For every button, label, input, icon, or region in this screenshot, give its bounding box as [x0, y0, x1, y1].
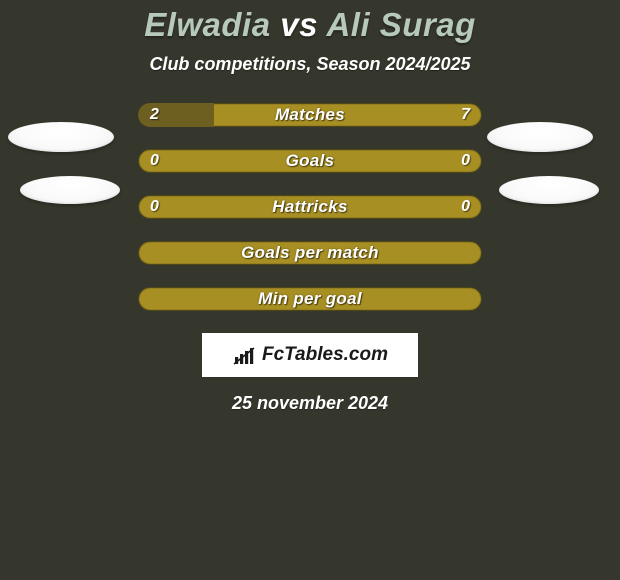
title-vs: vs	[280, 6, 318, 43]
player-right-name: Ali Surag	[326, 6, 475, 43]
stat-row: Hattricks0 0	[138, 195, 482, 219]
stat-rows: Matches27Goals00Hattricks00Goals per mat…	[138, 103, 482, 311]
stat-value-right: 0	[449, 149, 482, 173]
stat-value-right: 7	[449, 103, 482, 127]
source-logo-box: FcTables.com	[202, 333, 418, 377]
stats-stage: Matches27Goals00Hattricks00Goals per mat…	[0, 103, 620, 414]
stat-row: Min per goal	[138, 287, 482, 311]
stat-label: Matches	[138, 103, 482, 127]
stat-value-right: 0	[449, 195, 482, 219]
stat-label: Goals	[138, 149, 482, 173]
stat-row: Goals0 0	[138, 149, 482, 173]
player-left-name: Elwadia	[144, 6, 270, 43]
stat-label: Min per goal	[138, 287, 482, 311]
stat-value-left: 0	[138, 149, 171, 173]
stat-value-left: 0	[138, 195, 171, 219]
bars-icon	[232, 344, 256, 366]
avatar-placeholder-right-1	[487, 122, 593, 152]
stat-label: Hattricks	[138, 195, 482, 219]
snapshot-date: 25 november 2024	[0, 393, 620, 414]
avatar-placeholder-right-2	[499, 176, 599, 204]
avatar-placeholder-left-1	[8, 122, 114, 152]
stat-value-left: 2	[138, 103, 171, 127]
stat-row: Goals per match	[138, 241, 482, 265]
stat-row: Matches2 7	[138, 103, 482, 127]
stat-label: Goals per match	[138, 241, 482, 265]
avatar-placeholder-left-2	[20, 176, 120, 204]
source-logo-text: FcTables.com	[262, 344, 388, 366]
page-title: Elwadia vs Ali Surag	[0, 6, 620, 44]
subtitle: Club competitions, Season 2024/2025	[0, 54, 620, 75]
comparison-card: Elwadia vs Ali Surag Club competitions, …	[0, 0, 620, 580]
